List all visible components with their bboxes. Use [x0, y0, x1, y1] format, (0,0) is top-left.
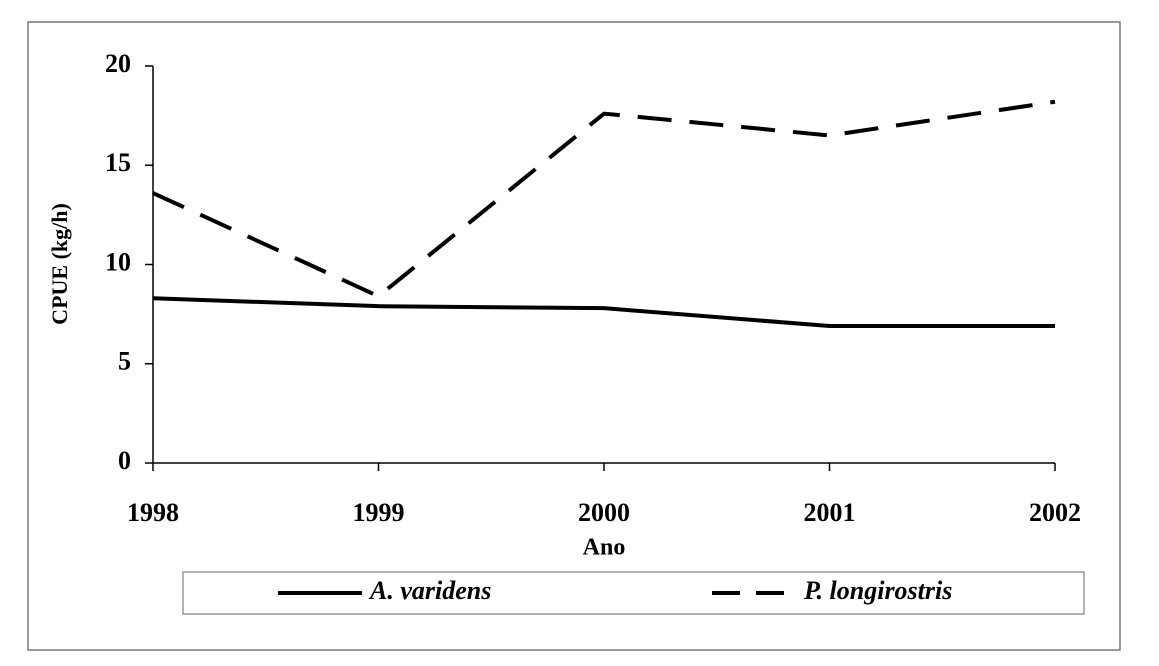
legend-label: A. varidens: [368, 576, 491, 605]
x-tick-label: 1999: [353, 498, 405, 527]
x-axis-label: Ano: [583, 535, 626, 561]
y-tick-label: 0: [118, 446, 131, 475]
y-tick-label: 20: [105, 49, 131, 78]
y-tick-label: 10: [105, 247, 131, 276]
x-tick-label: 2001: [804, 498, 856, 527]
x-tick-label: 1998: [127, 498, 179, 527]
x-tick-label: 2002: [1029, 498, 1081, 527]
y-tick-label: 15: [105, 148, 131, 177]
y-tick-label: 5: [118, 347, 131, 376]
y-axis-label: CPUE (kg/h): [47, 203, 72, 325]
data-line: [152, 99, 1056, 299]
chart-frame: [27, 21, 1121, 651]
x-tick-label: 2000: [578, 498, 630, 527]
legend-label: P. longirostris: [803, 576, 952, 605]
data-line: [152, 296, 1055, 329]
